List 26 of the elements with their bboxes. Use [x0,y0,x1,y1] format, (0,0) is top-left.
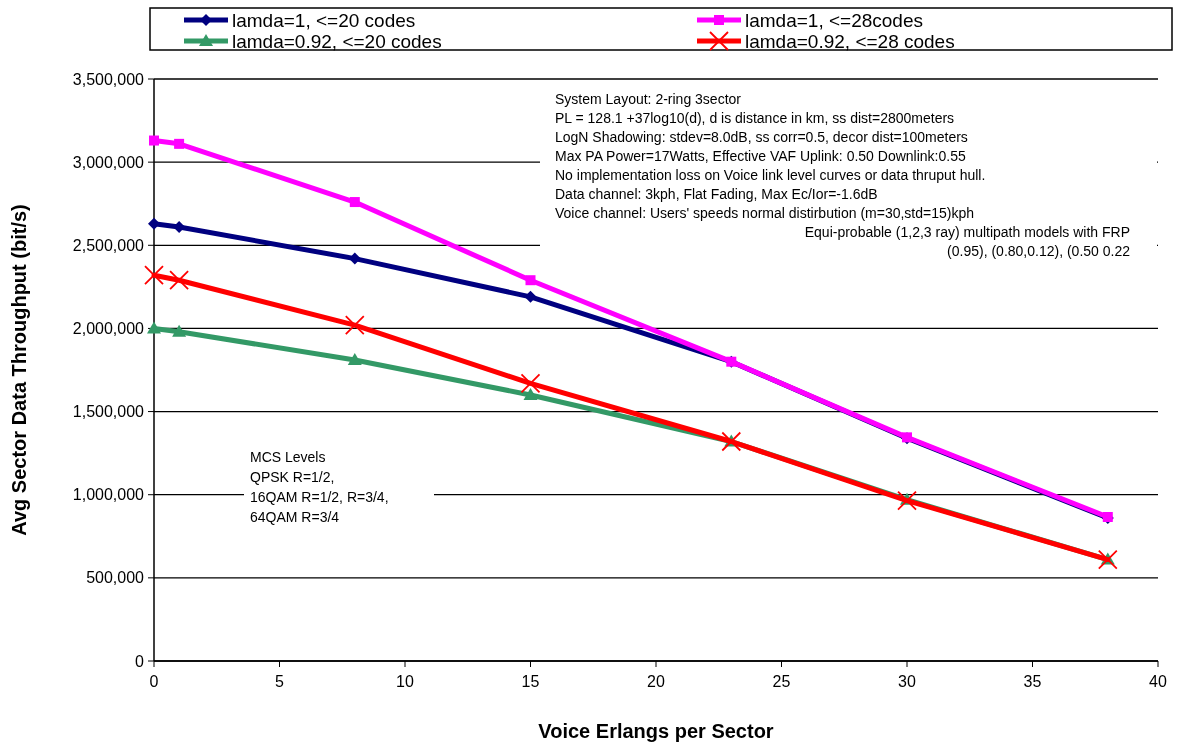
x-tick-label: 5 [275,673,285,690]
x-tick-label: 35 [1023,673,1042,690]
x-tick-label: 15 [521,673,540,690]
y-axis-title: Avg Sector Data Throughput (bit/s) [8,204,30,536]
y-tick-label: 500,000 [86,569,145,587]
x-tick-label: 20 [647,673,665,690]
y-tick-label: 2,000,000 [72,320,145,338]
legend-label: lamda=1, <=20 codes [232,9,416,31]
y-tick-label: 2,500,000 [72,236,145,254]
y-tick-label: 3,500,000 [72,70,145,88]
legend-label: lamda=1, <=28codes [745,9,923,31]
annotation: Equi-probable (1,2,3 ray) multipath models with FRP (0.95), (0.80,0.12), (0.50 0.22 [804,224,1131,259]
x-tick-label: 10 [396,673,414,690]
x-tick-label: 30 [898,673,916,690]
y-tick-label: 1,000,000 [72,486,145,504]
x-tick-label: 0 [149,673,159,690]
x-tick-label: 25 [772,673,791,690]
annotation: MCS Levels QPSK R=1/2, 16QAM R=1/2, R=3/4, 64QAM R=3/4 [250,449,389,525]
y-tick-label: 3,000,000 [72,153,145,171]
x-tick-label: 40 [1149,673,1167,690]
y-tick-label: 1,500,000 [72,403,145,421]
legend-label: lamda=0.92, <=28 codes [745,30,955,52]
annotation: System Layout: 2-ring 3sector PL = 128.1 +37log10(d), d is distance in km, ss dist=2800meters LogN Shadowing: stdev=8.0dB, ss corr=0.5, decor dist=100meters Max PA Power=17Watts, Effective VAF Uplink: 0.50 Downlink:0.55 No implementation loss on Voice link level curves or data thruput hull. Data channel: 3kph, Flat Fading, Max Ec/Ior=-1.6dB Voice channel: Users' speeds normal distirbution (m=30,std=15)kph [555,91,986,221]
x-axis-title: Voice Erlangs per Sector [538,720,774,742]
legend-label: lamda=0.92, <=20 codes [232,30,442,52]
y-tick-label: 0 [135,652,145,670]
